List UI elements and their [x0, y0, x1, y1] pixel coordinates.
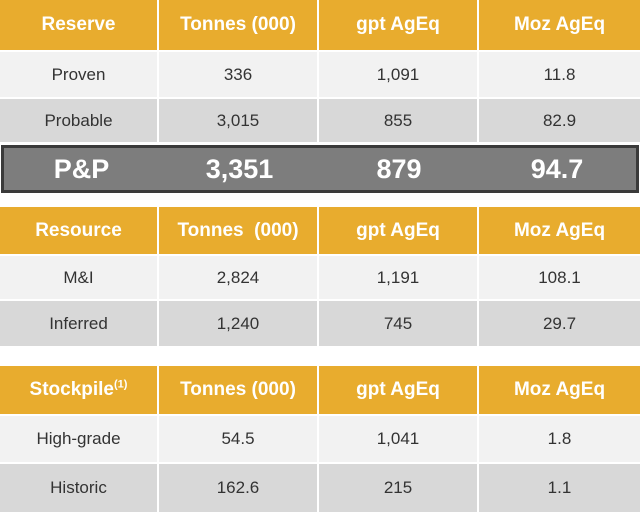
- stockpile-header-row: Stockpile(1) Tonnes (000) gpt AgEq Moz A…: [0, 366, 640, 415]
- resource-header-row: Resource Tonnes (000) gpt AgEq Moz AgEq: [0, 207, 640, 255]
- table-row: High-grade 54.5 1,041 1.8: [0, 414, 640, 463]
- pp-label: P&P: [53, 153, 110, 184]
- stockpile-table: Stockpile(1) Tonnes (000) gpt AgEq Moz A…: [0, 366, 640, 512]
- table-row: Proven 336 1,091 11.8: [0, 50, 640, 98]
- table-row: Inferred 1,240 745 29.7: [0, 299, 640, 346]
- table-cell: 162.6: [157, 462, 319, 512]
- table-cell: 745: [317, 299, 479, 346]
- table-cell: 336: [157, 50, 319, 98]
- table-cell: 215: [317, 462, 479, 512]
- reserve-header-grade: gpt AgEq: [317, 0, 479, 51]
- pp-moz: 94.7: [530, 153, 584, 184]
- reserve-header-row: Reserve Tonnes (000) gpt AgEq Moz AgEq: [0, 0, 640, 51]
- table-cell: 1.1: [477, 462, 640, 512]
- resource-table: Resource Tonnes (000) gpt AgEq Moz AgEq …: [0, 207, 640, 346]
- table-cell: 1,091: [317, 50, 479, 98]
- row-label: M&I: [0, 254, 159, 300]
- table-cell: 29.7: [477, 299, 640, 346]
- pp-tonnes: 3,351: [205, 153, 274, 184]
- table-cell: 855: [317, 97, 479, 142]
- row-label: Proven: [0, 50, 159, 98]
- row-label: Historic: [0, 462, 159, 512]
- reserve-header-moz: Moz AgEq: [477, 0, 640, 51]
- resource-header-tonnes: Tonnes (000): [157, 207, 319, 255]
- pp-total-row: P&P 3,351 879 94.7: [1, 145, 639, 193]
- table-cell: 108.1: [477, 254, 640, 300]
- row-label: High-grade: [0, 414, 159, 463]
- stockpile-header-moz: Moz AgEq: [477, 366, 640, 415]
- resource-header-grade: gpt AgEq: [317, 207, 479, 255]
- row-label: Probable: [0, 97, 159, 142]
- stockpile-header-grade: gpt AgEq: [317, 366, 479, 415]
- table-cell: 82.9: [477, 97, 640, 142]
- resource-header-moz: Moz AgEq: [477, 207, 640, 255]
- pp-grade: 879: [376, 153, 422, 184]
- stockpile-header-label: Stockpile: [29, 379, 115, 400]
- stockpile-header-tonnes: Tonnes (000): [157, 366, 319, 415]
- row-label: Inferred: [0, 299, 159, 346]
- table-cell: 2,824: [157, 254, 319, 300]
- table-cell: 1,041: [317, 414, 479, 463]
- table-cell: 11.8: [477, 50, 640, 98]
- table-row: Probable 3,015 855 82.9: [0, 97, 640, 142]
- table-row: Historic 162.6 215 1.1: [0, 462, 640, 512]
- table-cell: 1.8: [477, 414, 640, 463]
- table-cell: 1,240: [157, 299, 319, 346]
- reserve-header-name: Reserve: [0, 0, 159, 51]
- table-cell: 54.5: [157, 414, 319, 463]
- table-cell: 1,191: [317, 254, 479, 300]
- reserve-header-tonnes: Tonnes (000): [157, 0, 319, 51]
- resource-header-name: Resource: [0, 207, 159, 255]
- reserve-table: Reserve Tonnes (000) gpt AgEq Moz AgEq P…: [0, 0, 640, 142]
- table-row: M&I 2,824 1,191 108.1: [0, 254, 640, 300]
- stockpile-header-name: Stockpile(1): [0, 366, 159, 415]
- table-cell: 3,015: [157, 97, 319, 142]
- footnote-marker: (1): [114, 378, 128, 391]
